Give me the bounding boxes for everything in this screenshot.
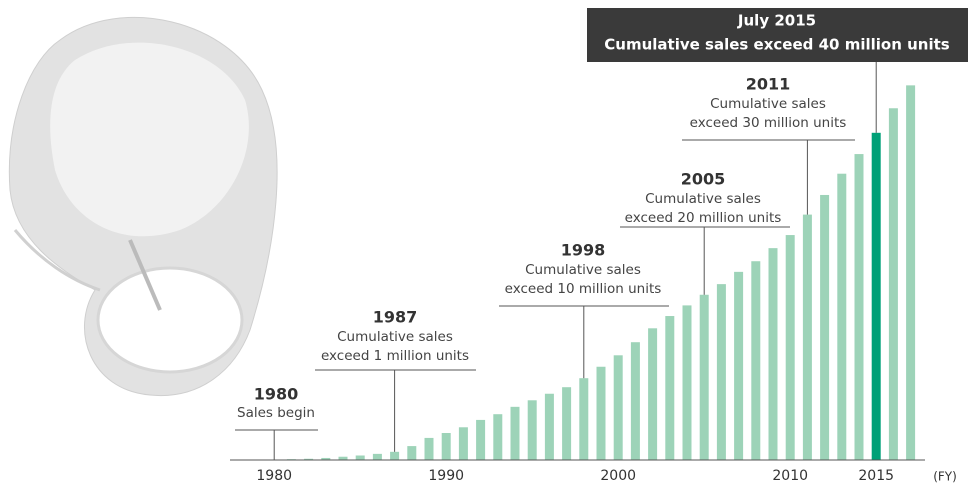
x-tick-label: 2015	[858, 468, 894, 484]
annotation-title: July 2015	[737, 12, 816, 30]
bar	[751, 261, 761, 460]
bar	[630, 342, 640, 460]
bar	[390, 451, 400, 460]
bar	[906, 85, 916, 460]
bar	[544, 393, 554, 460]
annotation-text: Cumulative sales	[337, 329, 453, 345]
bar	[665, 316, 675, 460]
bar	[372, 453, 382, 460]
annotation-title: 1998	[561, 241, 606, 260]
bar	[562, 387, 572, 460]
bar	[734, 271, 744, 460]
bar	[871, 132, 881, 461]
bar	[613, 355, 623, 460]
x-tick-label: 1980	[256, 468, 292, 484]
bar	[648, 328, 658, 460]
x-tick-label: 2010	[772, 468, 808, 484]
bar	[854, 154, 864, 460]
annotation-title: 1980	[254, 385, 299, 404]
bar	[802, 214, 812, 460]
bar	[768, 248, 778, 460]
bar	[458, 427, 468, 460]
bar	[510, 406, 520, 460]
bar	[820, 194, 830, 460]
annotation-text: Sales begin	[237, 405, 315, 421]
bar	[579, 378, 589, 460]
bar	[476, 419, 486, 460]
bar	[304, 458, 314, 460]
x-unit: (FY)	[933, 470, 957, 484]
bar	[441, 433, 451, 460]
annotation-box	[587, 8, 968, 62]
bar	[424, 437, 434, 460]
annotation-text: Cumulative sales	[645, 191, 761, 207]
annotation-title: 1987	[373, 308, 418, 327]
bar	[699, 294, 709, 460]
bar	[321, 457, 331, 460]
annotation-text: Cumulative sales exceed 40 million units	[604, 36, 949, 54]
annotation-text: exceed 30 million units	[690, 115, 847, 131]
product-illustration	[8, 16, 278, 397]
bar	[837, 173, 847, 460]
annotation-title: 2005	[681, 170, 726, 189]
x-tick-label: 1990	[428, 468, 464, 484]
bar	[527, 400, 537, 460]
annotation-text: exceed 1 million units	[321, 348, 469, 364]
x-tick-label: 2000	[600, 468, 636, 484]
bar	[493, 414, 503, 460]
bar	[682, 305, 692, 460]
bar	[596, 366, 606, 460]
bar	[338, 456, 348, 460]
bar	[407, 446, 417, 460]
bar	[355, 455, 365, 460]
bar	[785, 235, 795, 460]
annotation-text: exceed 20 million units	[625, 210, 782, 226]
annotation-text: Cumulative sales	[525, 262, 641, 278]
annotation-title: 2011	[746, 75, 791, 94]
bar	[888, 108, 898, 460]
annotation-text: Cumulative sales	[710, 96, 826, 112]
bar	[716, 284, 726, 460]
annotation-text: exceed 10 million units	[505, 281, 662, 297]
